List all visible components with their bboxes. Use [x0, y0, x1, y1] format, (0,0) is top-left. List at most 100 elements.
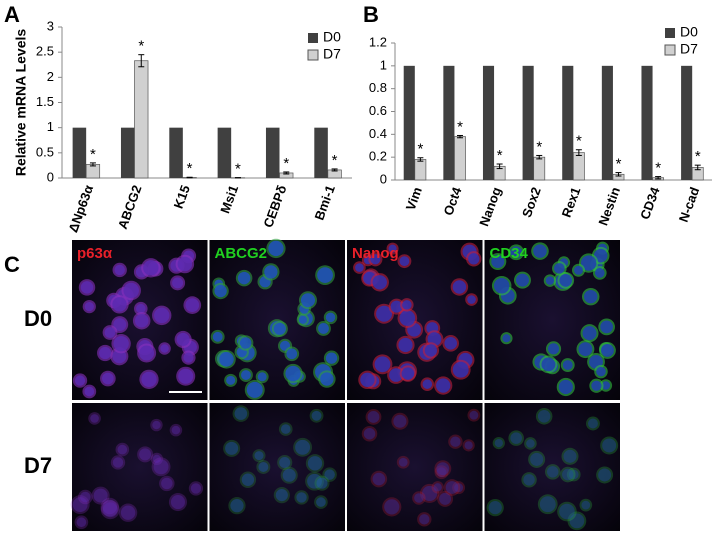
cell — [118, 503, 138, 522]
nucleus — [526, 439, 535, 448]
panel-label: B — [363, 2, 379, 27]
nucleus — [600, 320, 613, 334]
nucleus — [84, 301, 94, 312]
nucleus — [568, 469, 579, 480]
nucleus — [468, 253, 480, 265]
x-tick-label: CEBPδ — [260, 183, 289, 230]
cell — [535, 408, 553, 425]
nucleus — [523, 474, 535, 486]
cell — [78, 489, 93, 505]
nucleus — [370, 254, 381, 265]
nucleus — [510, 432, 522, 444]
cell — [396, 455, 410, 469]
cell — [256, 459, 271, 474]
nucleus — [80, 491, 91, 503]
nucleus — [296, 492, 307, 503]
nucleus — [257, 372, 267, 382]
nucleus — [421, 485, 438, 502]
nucleus — [325, 352, 338, 364]
cell — [596, 466, 614, 484]
nucleus — [363, 427, 376, 440]
nucleus — [596, 366, 606, 377]
cell — [150, 418, 163, 432]
micrograph: CD34 — [484, 240, 620, 400]
nucleus — [136, 303, 146, 314]
nucleus — [558, 379, 573, 395]
nucleus — [419, 514, 430, 525]
nucleus — [268, 240, 284, 257]
micrograph-bg — [72, 403, 208, 531]
nucleus — [388, 244, 397, 253]
nucleus — [374, 356, 391, 373]
row-label: D7 — [24, 453, 52, 478]
nucleus — [533, 244, 547, 258]
nucleus — [280, 424, 291, 434]
error-bar — [456, 134, 463, 139]
error-bar — [536, 154, 543, 160]
nucleus — [258, 461, 269, 472]
nucleus — [141, 371, 157, 387]
nucleus — [399, 310, 416, 326]
nucleus — [464, 441, 473, 450]
cell — [370, 470, 388, 488]
y-tick-label: 1 — [47, 119, 54, 134]
nucleus — [282, 468, 296, 482]
cell — [322, 467, 337, 482]
bar — [522, 65, 534, 180]
bar — [533, 156, 546, 181]
nucleus — [414, 493, 424, 503]
error-bar — [496, 163, 503, 170]
error-bar — [186, 176, 193, 179]
y-tick-label: 2.5 — [36, 44, 54, 59]
micrograph — [70, 403, 208, 531]
legend-label: D7 — [680, 41, 698, 57]
bar — [72, 127, 87, 178]
cell — [467, 408, 481, 422]
nucleus — [493, 277, 510, 294]
y-tick-label: 0.6 — [369, 103, 387, 118]
nucleus — [598, 468, 612, 482]
nucleus — [160, 344, 169, 353]
cell — [115, 442, 130, 457]
error-bar — [89, 162, 96, 167]
nucleus — [90, 414, 99, 423]
y-tick-label: 1.5 — [36, 94, 54, 109]
nucleus — [510, 246, 523, 259]
y-tick-label: 1 — [380, 57, 387, 72]
nucleus — [372, 275, 387, 290]
nucleus — [234, 407, 248, 420]
micrograph — [347, 403, 483, 531]
nucleus — [74, 375, 86, 386]
significance-mark: * — [457, 118, 463, 135]
nucleus — [402, 300, 412, 310]
nucleus — [325, 312, 336, 323]
legend-swatch — [307, 49, 319, 61]
significance-mark: * — [332, 152, 338, 169]
nucleus — [547, 343, 560, 355]
nucleus — [591, 380, 602, 391]
error-bar — [283, 171, 290, 175]
micrograph-bg — [484, 403, 620, 531]
error-bar — [331, 168, 338, 172]
bar — [314, 127, 328, 178]
nucleus — [176, 332, 190, 346]
bar — [454, 136, 466, 181]
x-tick-label: Oct4 — [441, 184, 465, 217]
cell — [314, 495, 328, 509]
cell — [252, 449, 266, 463]
bar — [217, 127, 232, 178]
x-tick-label: ABCG2 — [115, 183, 145, 231]
nucleus — [372, 472, 386, 486]
nucleus — [225, 441, 239, 455]
cell — [443, 479, 461, 496]
micrograph: Nanog — [347, 240, 483, 400]
nucleus — [172, 277, 184, 289]
cell — [545, 464, 561, 480]
bar — [482, 65, 495, 180]
nucleus — [539, 496, 556, 513]
cell — [277, 454, 293, 471]
nucleus — [102, 372, 114, 385]
cell — [314, 475, 330, 491]
nucleus — [581, 500, 591, 510]
cell — [528, 450, 546, 468]
